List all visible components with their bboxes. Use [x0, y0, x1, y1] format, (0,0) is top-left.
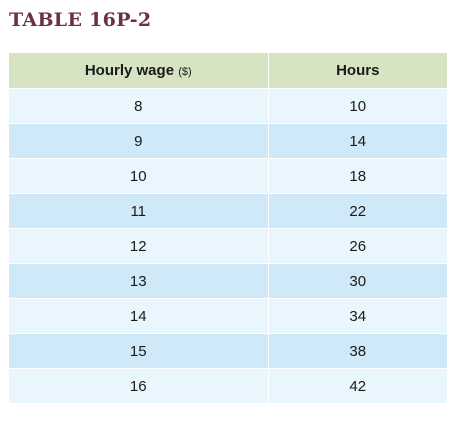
- hours-cell: 38: [267, 333, 447, 369]
- wage-cell: 13: [9, 263, 268, 299]
- table-row: 10 18: [9, 158, 447, 194]
- wage-cell: 16: [9, 368, 268, 403]
- hours-cell: 42: [267, 368, 447, 403]
- table-title: TABLE 16P-2: [9, 9, 152, 31]
- header-hourly-wage: Hourly wage ($): [9, 53, 268, 89]
- wage-hours-table: Hourly wage ($) Hours 8 10 9 14 10 18 11…: [9, 53, 447, 403]
- hours-cell: 10: [267, 88, 447, 124]
- wage-cell: 8: [9, 88, 268, 124]
- hours-cell: 18: [267, 158, 447, 194]
- hours-cell: 26: [267, 228, 447, 264]
- wage-cell: 11: [9, 193, 268, 229]
- header-wage-label: Hourly wage: [84, 62, 175, 79]
- hours-cell: 22: [267, 193, 447, 229]
- wage-cell: 9: [9, 123, 268, 159]
- table-row: 8 10: [9, 88, 447, 124]
- wage-cell: 10: [9, 158, 268, 194]
- table-row: 15 38: [9, 333, 447, 369]
- table-header-row: Hourly wage ($) Hours: [9, 53, 447, 89]
- wage-cell: 14: [9, 298, 268, 334]
- table-row: 9 14: [9, 123, 447, 159]
- header-wage-unit: ($): [178, 66, 192, 78]
- table-row: 13 30: [9, 263, 447, 299]
- table-row: 16 42: [9, 368, 447, 403]
- header-hours: Hours: [267, 53, 447, 89]
- hours-cell: 34: [267, 298, 447, 334]
- hours-cell: 30: [267, 263, 447, 299]
- table-row: 11 22: [9, 193, 447, 229]
- table-row: 14 34: [9, 298, 447, 334]
- hours-cell: 14: [267, 123, 447, 159]
- wage-cell: 12: [9, 228, 268, 264]
- table-row: 12 26: [9, 228, 447, 264]
- wage-cell: 15: [9, 333, 268, 369]
